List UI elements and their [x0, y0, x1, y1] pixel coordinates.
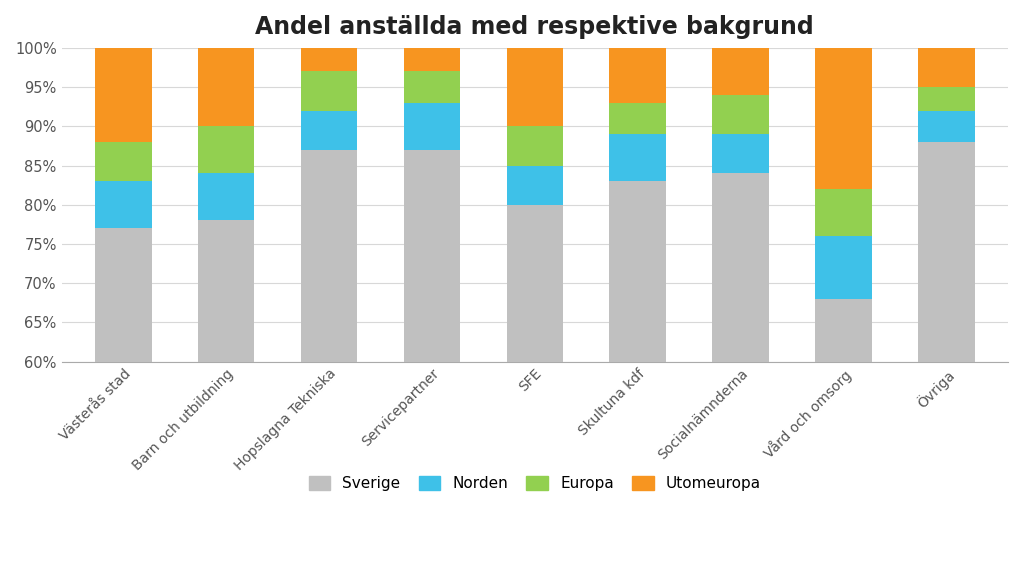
Bar [918, 87, 975, 111]
Bar [506, 48, 563, 126]
Bar [712, 95, 769, 134]
Bar [95, 181, 151, 228]
Bar [815, 48, 872, 189]
Bar [506, 205, 563, 585]
Bar [404, 48, 460, 71]
Bar [301, 48, 357, 71]
Bar [301, 150, 357, 585]
Bar [610, 103, 666, 134]
Title: Andel anställda med respektive bakgrund: Andel anställda med respektive bakgrund [256, 15, 814, 39]
Bar [712, 134, 769, 173]
Bar [506, 166, 563, 205]
Bar [197, 48, 255, 126]
Bar [95, 48, 151, 142]
Bar [404, 103, 460, 150]
Bar [404, 150, 460, 585]
Bar [95, 228, 151, 585]
Bar [197, 221, 255, 585]
Bar [301, 71, 357, 111]
Bar [301, 111, 357, 150]
Bar [197, 126, 255, 173]
Bar [610, 134, 666, 181]
Bar [712, 48, 769, 95]
Legend: Sverige, Norden, Europa, Utomeuropa: Sverige, Norden, Europa, Utomeuropa [303, 470, 767, 497]
Bar [610, 48, 666, 103]
Bar [95, 142, 151, 181]
Bar [197, 173, 255, 221]
Bar [712, 173, 769, 585]
Bar [815, 189, 872, 236]
Bar [815, 236, 872, 299]
Bar [918, 48, 975, 87]
Bar [404, 71, 460, 103]
Bar [610, 181, 666, 585]
Bar [918, 111, 975, 142]
Bar [506, 126, 563, 166]
Bar [918, 142, 975, 585]
Bar [815, 299, 872, 585]
